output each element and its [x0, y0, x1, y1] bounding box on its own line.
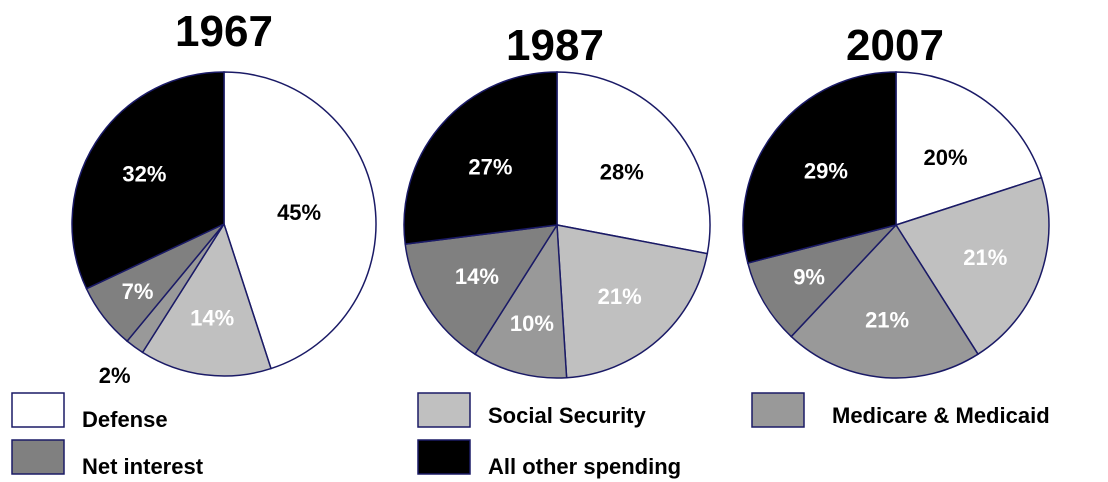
pie-2007: 2007 20% 21% 21% 9% 29%	[742, 21, 1050, 379]
pie-title: 1987	[506, 21, 604, 70]
legend-swatch	[751, 392, 805, 428]
pie-slice-all-other-spending	[742, 71, 897, 264]
data-label-net-interest: 7%	[122, 279, 154, 304]
data-label-social-security: 21%	[963, 245, 1007, 270]
data-label-net-interest: 14%	[455, 264, 499, 289]
pie-slice-social-security	[141, 222, 272, 377]
data-label-all-other-spending: 32%	[122, 162, 166, 187]
pie-1967: 1967 45% 14% 2% 7% 32%	[71, 7, 377, 388]
pie-slice-defense	[556, 71, 711, 255]
legend-swatch	[11, 439, 65, 475]
pie-1987: 1987 28% 21% 10% 14% 27%	[403, 21, 711, 379]
legend-item-all-other-spending: All other spending	[417, 439, 681, 479]
pie-slice-social-security	[556, 224, 709, 379]
legend-swatch	[417, 392, 471, 428]
legend-label: Defense	[82, 407, 168, 432]
pie-slice-net-interest	[404, 224, 559, 356]
legend-item-defense: Defense	[11, 392, 168, 432]
data-label-defense: 20%	[923, 145, 967, 170]
data-label-all-other-spending: 27%	[468, 154, 512, 179]
pie-slice-defense	[223, 71, 377, 370]
data-label-medicare-and-medicaid: 10%	[510, 311, 554, 336]
pie-slice-medicare-and-medicaid	[790, 223, 980, 379]
pie-slice-medicare-and-medicaid	[473, 222, 568, 379]
data-label-defense: 28%	[600, 159, 644, 184]
legend-label: Medicare & Medicaid	[832, 403, 1050, 428]
pie-slice-all-other-spending	[403, 71, 558, 246]
pie-title: 1967	[175, 7, 273, 56]
legend-swatch	[11, 392, 65, 428]
legend: Defense Social Security Medicare & Medicai…	[11, 392, 1050, 479]
legend-item-medicare-and-medicaid: Medicare & Medicaid	[751, 392, 1050, 428]
legend-label: Social Security	[488, 403, 647, 428]
data-label-net-interest: 9%	[793, 264, 825, 289]
legend-label: Net interest	[82, 454, 204, 479]
data-label-all-other-spending: 29%	[804, 159, 848, 184]
legend-item-social-security: Social Security	[417, 392, 647, 428]
pie-slice-social-security	[894, 176, 1050, 356]
data-label-social-security: 14%	[190, 306, 234, 331]
pie-slice-defense	[895, 71, 1043, 227]
data-label-defense: 45%	[277, 200, 321, 225]
data-label-medicare-and-medicaid: 21%	[865, 307, 909, 332]
legend-swatch	[417, 439, 471, 475]
legend-label: All other spending	[488, 454, 681, 479]
data-label-social-security: 21%	[598, 284, 642, 309]
pie-slice-all-other-spending	[71, 71, 225, 290]
data-label-medicare-and-medicaid: 2%	[99, 363, 131, 388]
pie-slice-net-interest	[746, 223, 899, 338]
legend-item-net-interest: Net interest	[11, 439, 204, 479]
pie-title: 2007	[846, 21, 944, 70]
